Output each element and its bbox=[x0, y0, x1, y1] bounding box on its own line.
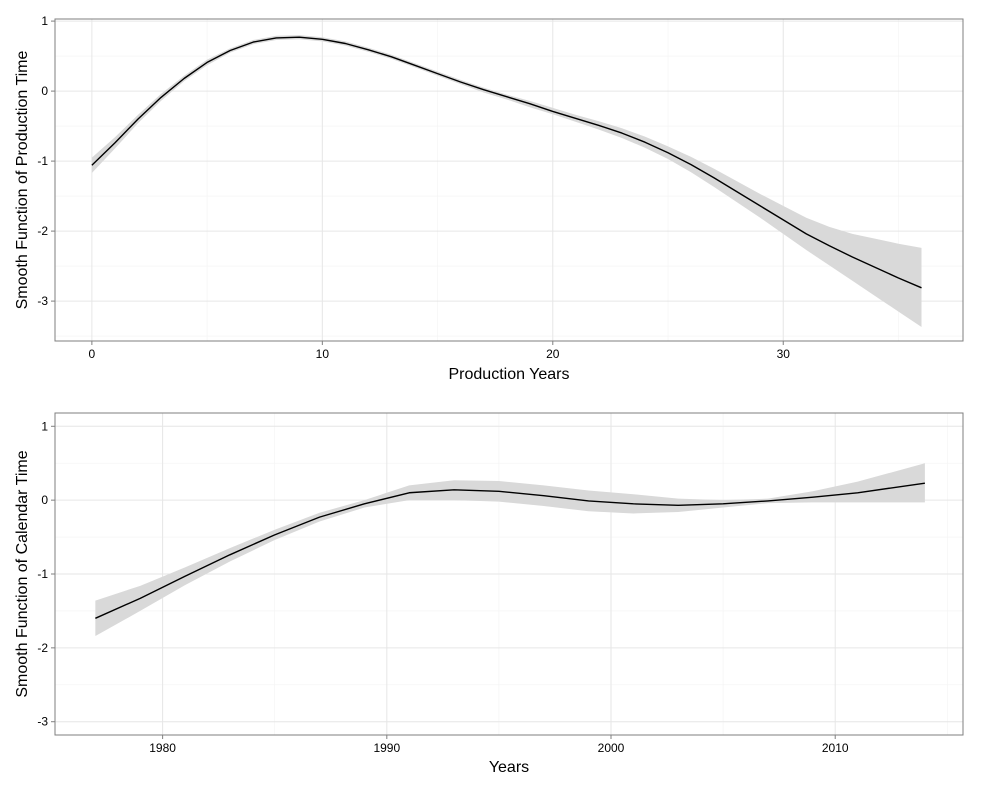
y-tick-label: 1 bbox=[41, 419, 48, 433]
data-point bbox=[529, 103, 531, 105]
data-point bbox=[298, 36, 300, 38]
data-point bbox=[667, 152, 669, 154]
data-point bbox=[552, 111, 554, 113]
data-point bbox=[252, 41, 254, 43]
data-point bbox=[229, 554, 231, 556]
data-point bbox=[921, 287, 923, 289]
data-point bbox=[206, 62, 208, 64]
y-axis-title: Smooth Function of Production Time bbox=[14, 51, 31, 310]
data-point bbox=[736, 191, 738, 193]
data-point bbox=[575, 118, 577, 120]
data-point bbox=[588, 500, 590, 502]
y-tick-label: -2 bbox=[37, 224, 48, 238]
data-point bbox=[322, 39, 324, 41]
x-tick-label: 1980 bbox=[149, 741, 176, 755]
smooth-fit-line bbox=[95, 482, 925, 619]
x-tick-label: 0 bbox=[89, 347, 96, 361]
confidence-band bbox=[95, 463, 925, 637]
data-point bbox=[633, 503, 635, 505]
data-point bbox=[805, 233, 807, 235]
y-tick-label: -1 bbox=[37, 567, 48, 581]
data-point bbox=[275, 37, 277, 39]
data-point bbox=[364, 503, 366, 505]
x-axis-title: Production Years bbox=[449, 366, 570, 383]
data-point bbox=[767, 500, 769, 502]
y-tick-label: -1 bbox=[37, 154, 48, 168]
data-point bbox=[598, 125, 600, 127]
data-point bbox=[345, 43, 347, 45]
y-axis-title: Smooth Function of Calendar Time bbox=[14, 450, 31, 697]
data-point bbox=[391, 56, 393, 58]
data-point bbox=[453, 489, 455, 491]
x-axis-title: Years bbox=[489, 759, 529, 776]
data-point bbox=[857, 492, 859, 494]
data-point bbox=[95, 618, 97, 620]
data-point bbox=[139, 598, 141, 600]
data-point bbox=[782, 219, 784, 221]
x-tick-label: 30 bbox=[777, 347, 791, 361]
y-tick-label: -3 bbox=[37, 715, 48, 729]
data-point bbox=[319, 516, 321, 518]
data-point bbox=[498, 490, 500, 492]
data-point bbox=[829, 245, 831, 247]
panel-calendar-time: 1980 1990 2000 2010 1 0 -1 -2 -3 Years Smooth Func… bbox=[14, 412, 964, 776]
data-point bbox=[368, 49, 370, 51]
data-point bbox=[184, 575, 186, 577]
y-tick-label: 0 bbox=[41, 84, 48, 98]
data-point bbox=[183, 78, 185, 80]
data-point bbox=[898, 277, 900, 279]
data-point bbox=[690, 164, 692, 166]
data-point bbox=[114, 142, 116, 144]
data-point bbox=[460, 81, 462, 83]
y-tick-label: 1 bbox=[41, 14, 48, 28]
data-point bbox=[644, 141, 646, 143]
data-point bbox=[924, 482, 926, 484]
x-tick-label: 1990 bbox=[373, 741, 400, 755]
data-point bbox=[437, 73, 439, 75]
data-point bbox=[543, 495, 545, 497]
panel-background bbox=[55, 19, 963, 341]
x-tick-label: 2010 bbox=[822, 741, 849, 755]
y-tick-label: -3 bbox=[37, 294, 48, 308]
data-point bbox=[483, 89, 485, 91]
data-point bbox=[274, 534, 276, 536]
data-point bbox=[852, 256, 854, 258]
x-tick-label: 10 bbox=[316, 347, 330, 361]
data-point bbox=[137, 118, 139, 120]
data-point bbox=[759, 205, 761, 207]
data-point bbox=[229, 50, 231, 52]
data-point bbox=[91, 165, 93, 167]
x-tick-label: 2000 bbox=[598, 741, 625, 755]
data-point bbox=[621, 132, 623, 134]
panel-border bbox=[54, 18, 964, 342]
smooth-fit-line bbox=[91, 36, 922, 289]
data-point bbox=[713, 177, 715, 179]
x-tick-label: 20 bbox=[546, 347, 560, 361]
data-point bbox=[506, 96, 508, 98]
y-tick-label: 0 bbox=[41, 493, 48, 507]
data-point bbox=[408, 492, 410, 494]
data-point bbox=[875, 267, 877, 269]
y-tick-label: -2 bbox=[37, 641, 48, 655]
data-point bbox=[160, 97, 162, 99]
data-point bbox=[677, 505, 679, 507]
data-point bbox=[722, 503, 724, 505]
data-point bbox=[812, 496, 814, 498]
data-point bbox=[414, 64, 416, 66]
